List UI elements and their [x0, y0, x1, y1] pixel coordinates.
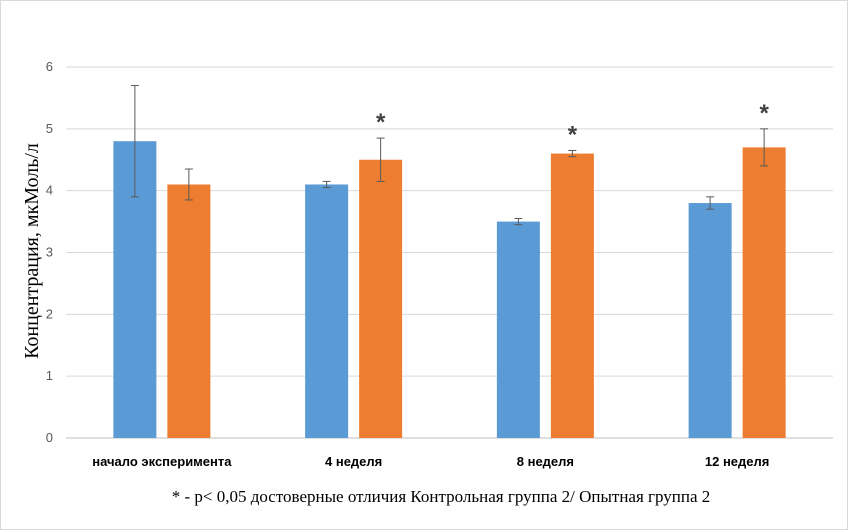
- y-axis-ticks: 0 1 2 3 4 5 6: [46, 59, 53, 445]
- bar: [167, 184, 211, 438]
- significance-marks: * * *: [376, 100, 770, 149]
- y-axis-label: Концентрация, мкМоль/л: [21, 143, 43, 359]
- bar: [496, 221, 540, 438]
- y-tick-label: 4: [46, 183, 53, 198]
- bar: [359, 159, 403, 438]
- bar: [550, 153, 594, 439]
- y-tick-label: 3: [46, 245, 53, 260]
- significance-star: *: [568, 121, 578, 148]
- significance-star: *: [376, 109, 386, 136]
- bars: [113, 141, 786, 439]
- x-axis-categories: начало эксперимента 4 неделя 8 неделя 12 не…: [92, 454, 769, 469]
- footnote: * - p< 0,05 достоверные отличия Контроль…: [172, 487, 711, 506]
- bar: [305, 184, 349, 438]
- error-bars: [130, 85, 769, 226]
- y-tick-label: 6: [46, 59, 53, 74]
- y-tick-label: 5: [46, 121, 53, 136]
- x-category-label: 8 неделя: [517, 454, 574, 469]
- y-tick-label: 0: [46, 430, 53, 445]
- y-tick-label: 1: [46, 368, 53, 383]
- x-category-label: 12 неделя: [705, 454, 769, 469]
- x-category-label: начало эксперимента: [92, 454, 232, 469]
- x-category-label: 4 неделя: [325, 454, 382, 469]
- bar: [742, 147, 786, 438]
- bar: [688, 203, 732, 438]
- y-tick-label: 2: [46, 306, 53, 321]
- significance-star: *: [759, 100, 769, 127]
